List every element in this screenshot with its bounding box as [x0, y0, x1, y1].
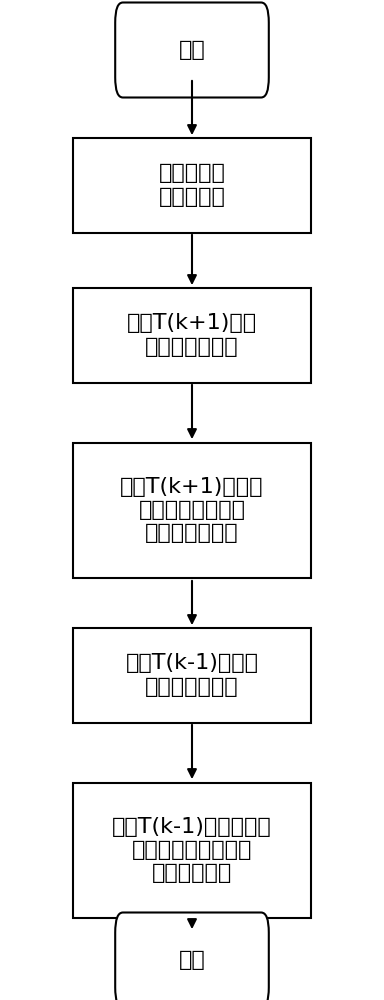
Text: 利用T(k-1)中的电流纹
波采样结果进行电感
在线参数辨识: 利用T(k-1)中的电流纹 波采样结果进行电感 在线参数辨识 [112, 817, 272, 883]
Text: 设置T(k+1)中用于
触发电流纹波采样
的高优先级中断: 设置T(k+1)中用于 触发电流纹波采样 的高优先级中断 [120, 477, 264, 543]
Bar [73, 137, 311, 232]
Text: 处理T(k-1)中的电
流纹波采样结果: 处理T(k-1)中的电 流纹波采样结果 [126, 653, 258, 697]
Text: 计算T(k+1)的电
流纹波采样时间: 计算T(k+1)的电 流纹波采样时间 [127, 313, 257, 357]
FancyBboxPatch shape [115, 912, 269, 1000]
Bar [73, 442, 311, 578]
Bar [73, 288, 311, 382]
FancyBboxPatch shape [115, 3, 269, 98]
Text: 结束: 结束 [179, 950, 205, 970]
Bar [73, 782, 311, 918]
Text: 开始: 开始 [179, 40, 205, 60]
Text: 永磁同步电
机控制程序: 永磁同步电 机控制程序 [159, 163, 225, 207]
Bar [73, 628, 311, 722]
